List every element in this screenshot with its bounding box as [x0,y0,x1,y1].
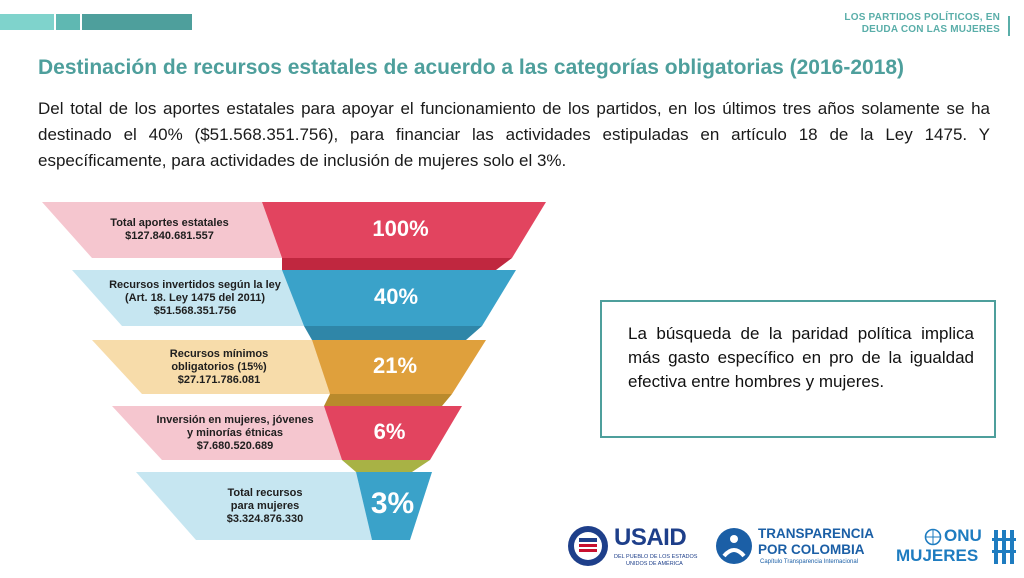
funnel-label: Total aportes estatales $127.840.681.557 [71,217,268,243]
funnel-label: Inversión en mujeres, jóvenes y minorías … [141,414,329,453]
funnel-label-band [92,340,330,394]
funnel-label-line: Recursos mínimos [169,347,269,360]
funnel-percent: 3% [370,487,415,521]
funnel-label-band [136,472,372,540]
header-bar-2 [56,14,80,30]
funnel-label-line: obligatorios (15%) [171,360,267,373]
funnel-label: Recursos invertidos según la ley (Art. 18… [101,279,289,318]
funnel-label-line: y minorías étnicas [187,426,283,439]
equality-bars-icon [992,530,1016,564]
usaid-wordmark: USAID [614,524,687,551]
funnel-connector [324,394,452,406]
funnel-connector [342,460,430,472]
funnel-label-line: Inversión en mujeres, jóvenes [156,413,314,426]
transparencia-sub: Capítulo Transparencia Internacional [760,559,859,565]
transparencia-logo: TRANSPARENCIA POR COLOMBIA Capítulo Tran… [714,522,874,572]
funnel-percent-band [324,406,462,460]
header-section-label: LOS PARTIDOS POLÍTICOS, EN DEUDA CON LAS… [844,12,1010,36]
usaid-seal-icon [568,526,608,566]
onu-mujeres-logo: ONU MUJERES [896,522,1020,572]
header-label-line2: DEUDA CON LAS MUJERES [861,24,1000,35]
usaid-sub1: DEL PUEBLO DE LOS ESTADOS [614,554,698,560]
funnel-percent: 40% [373,284,419,310]
un-emblem-icon [924,528,942,546]
funnel-label-line: $127.840.681.557 [125,230,214,242]
funnel-label-line: (Art. 18. Ley 1475 del 2011) [124,291,266,304]
funnel-connector [304,326,482,340]
funnel-label-line: Total recursos [227,486,303,499]
funnel-connector [282,258,512,270]
usaid-logo: USAID DEL PUEBLO DE LOS ESTADOS UNIDOS D… [566,522,706,572]
header-divider [1008,16,1010,36]
funnel-label-line: Recursos invertidos según la ley [109,278,281,291]
intro-paragraph: Del total de los aportes estatales para … [38,99,990,170]
slide-title: Destinación de recursos estatales de acu… [38,56,905,79]
header-bar-1 [0,14,54,30]
header-bar-3 [82,14,192,30]
transparencia-emblem-icon [716,528,752,564]
onu-line1: ONU [944,526,982,545]
funnel-percent-band [312,340,486,394]
funnel-label-line: $27.171.786.081 [177,373,261,386]
funnel-percent: 100% [372,216,429,242]
funnel-percent-band [262,202,546,258]
funnel-label: Recursos mínimos obligatorios (15%) $27.17… [121,348,317,387]
funnel-label-line: para mujeres [230,499,300,512]
callout-text: La búsqueda de la paridad política impli… [628,324,974,391]
funnel-percent-band [356,472,432,540]
transparencia-line1: TRANSPARENCIA [758,526,875,541]
funnel-label-line: $7.680.520.689 [196,439,274,452]
funnel-label-band [42,202,282,258]
funnel-label-line: Total aportes estatales [110,217,229,229]
onu-line2: MUJERES [896,546,979,565]
usaid-sub2: UNIDOS DE AMÉRICA [626,561,683,567]
funnel-label-line: $51.568.351.756 [153,304,237,317]
funnel-percent: 21% [372,353,418,379]
funnel-label-band [72,270,304,326]
funnel-percent: 6% [373,419,406,445]
funnel-label: Total recursos para mujeres $3.324.876.330 [170,487,360,526]
funnel-label-band [112,406,342,460]
funnel-percent-band [282,270,516,326]
funnel-label-line: $3.324.876.330 [226,512,304,525]
header-label-line1: LOS PARTIDOS POLÍTICOS, EN [844,12,1000,23]
transparencia-line2: POR COLOMBIA [758,542,865,557]
callout-box: La búsqueda de la paridad política impli… [600,300,996,438]
